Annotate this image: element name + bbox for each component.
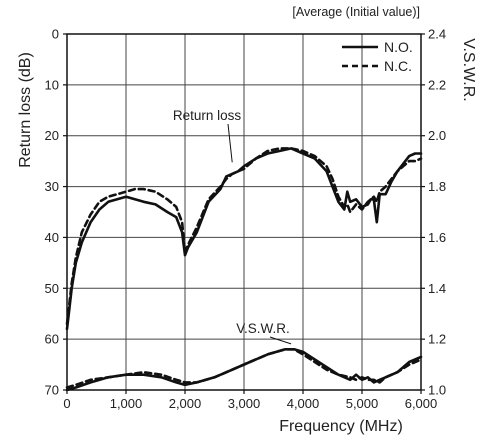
y-right-tick-label: 2.0 <box>428 128 446 143</box>
annotations: Return loss V.S.W.R. <box>173 108 291 344</box>
y-right-tick-label: 1.4 <box>428 281 446 296</box>
annotation-return-loss: Return loss <box>173 108 242 123</box>
x-tick-label: 5,000 <box>346 396 379 411</box>
y-left-tick-label: 30 <box>45 179 59 194</box>
y-right-axis-title: V.S.W.R. <box>460 38 477 101</box>
x-tick-label: 0 <box>63 396 70 411</box>
annotation-vswr: V.S.W.R. <box>236 321 290 336</box>
x-tick-label: 1,000 <box>110 396 143 411</box>
x-tick-label: 6,000 <box>405 396 438 411</box>
x-axis-title: Frequency (MHz) <box>279 418 403 435</box>
y-left-tick-label: 20 <box>45 128 59 143</box>
tick-labels: 0 1,000 2,000 3,000 4,000 5,000 6,000 0 10 20 30 40… <box>45 27 447 412</box>
y-right-tick-label: 2.2 <box>428 77 446 92</box>
y-left-tick-label: 60 <box>45 332 59 347</box>
y-right-tick-label: 1.0 <box>428 383 446 398</box>
y-right-tick-label: 1.8 <box>428 179 446 194</box>
y-left-tick-label: 0 <box>52 27 59 42</box>
y-left-tick-label: 70 <box>45 383 59 398</box>
y-right-tick-label: 1.6 <box>428 230 446 245</box>
y-left-axis-title: Return loss (dB) <box>17 52 34 168</box>
annotation-arrow-vswr <box>270 337 291 344</box>
legend-label-nc: N.C. <box>384 58 412 74</box>
x-tick-label: 3,000 <box>228 396 261 411</box>
x-tick-label: 4,000 <box>287 396 320 411</box>
y-right-tick-label: 2.4 <box>428 27 446 42</box>
y-right-tick-label: 1.2 <box>428 332 446 347</box>
y-left-tick-label: 10 <box>45 77 59 92</box>
legend: N.O. N.C. <box>342 39 413 74</box>
chart-note: [Average (Initial value)] <box>292 5 420 19</box>
grid <box>67 34 421 390</box>
y-left-tick-label: 40 <box>45 230 59 245</box>
y-left-tick-label: 50 <box>45 281 59 296</box>
x-tick-label: 2,000 <box>169 396 202 411</box>
legend-label-no: N.O. <box>384 39 413 55</box>
annotation-arrow-return-loss <box>228 124 232 162</box>
